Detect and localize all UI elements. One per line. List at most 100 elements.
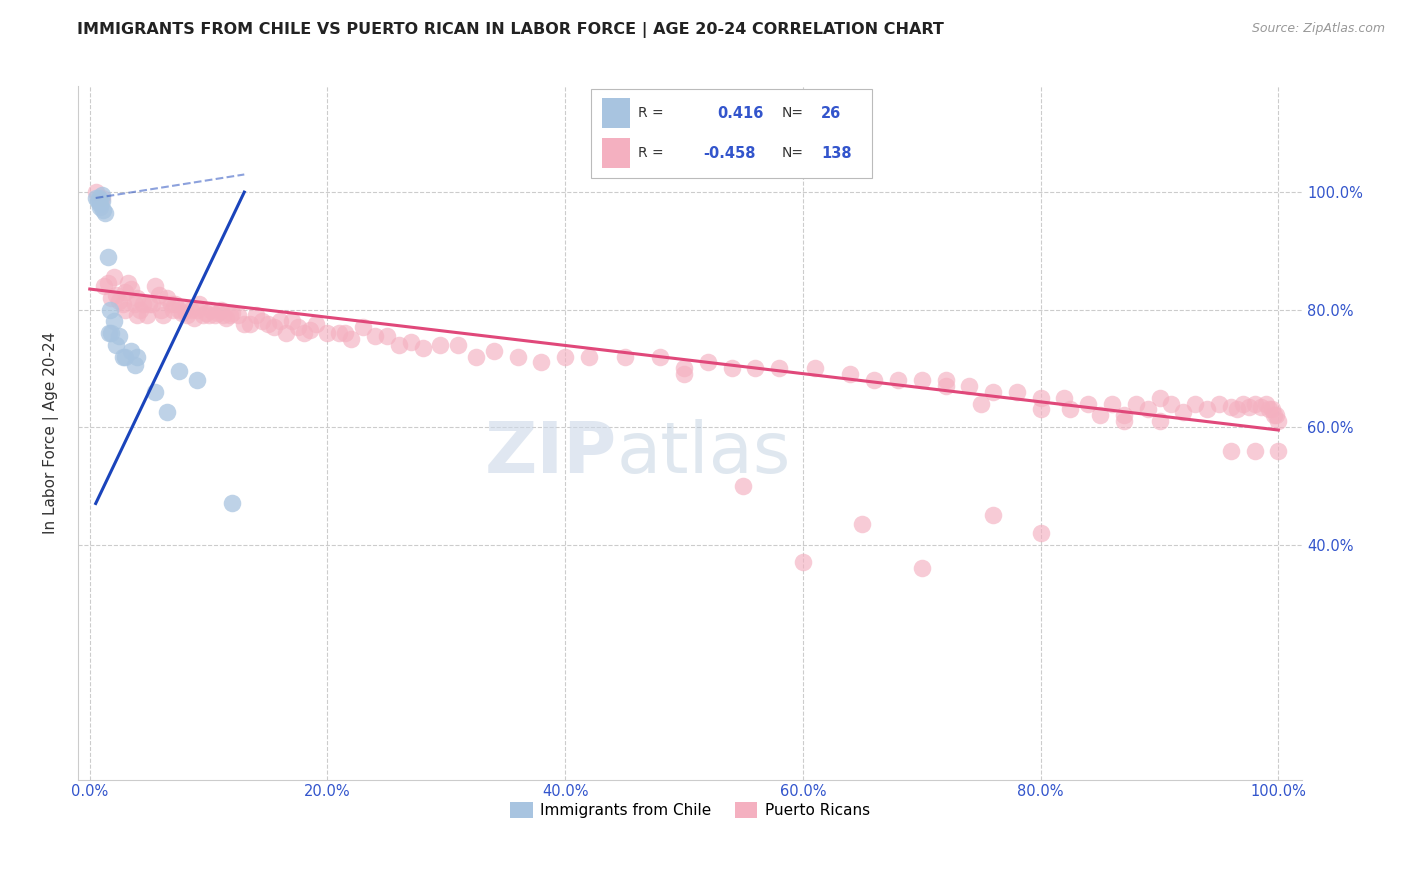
Point bbox=[1232, 396, 1254, 410]
Point bbox=[215, 311, 238, 326]
Point bbox=[204, 309, 226, 323]
Point bbox=[97, 326, 120, 340]
Point bbox=[90, 194, 112, 208]
Point bbox=[613, 350, 636, 364]
Point bbox=[127, 350, 149, 364]
Point bbox=[1263, 409, 1285, 423]
Point bbox=[89, 191, 111, 205]
Point bbox=[89, 200, 111, 214]
Point bbox=[851, 516, 873, 531]
Point bbox=[696, 355, 718, 369]
Point bbox=[412, 341, 434, 355]
Point bbox=[191, 309, 214, 323]
Point bbox=[173, 302, 195, 317]
Text: 138: 138 bbox=[821, 146, 852, 161]
Point bbox=[127, 291, 149, 305]
Point bbox=[298, 323, 321, 337]
Point bbox=[447, 338, 470, 352]
Point bbox=[221, 305, 243, 319]
Point bbox=[159, 297, 181, 311]
Point bbox=[1088, 409, 1111, 423]
Point bbox=[143, 279, 166, 293]
Point bbox=[1256, 396, 1278, 410]
Point bbox=[156, 405, 179, 419]
Point bbox=[263, 320, 285, 334]
Point bbox=[981, 508, 1004, 523]
Point bbox=[108, 329, 131, 343]
Point bbox=[209, 302, 232, 317]
Point bbox=[935, 373, 957, 387]
Point bbox=[186, 302, 208, 317]
Point bbox=[316, 326, 339, 340]
Point bbox=[292, 326, 315, 340]
Legend: Immigrants from Chile, Puerto Ricans: Immigrants from Chile, Puerto Ricans bbox=[503, 796, 876, 824]
Point bbox=[1125, 396, 1147, 410]
Point bbox=[124, 359, 146, 373]
Point bbox=[530, 355, 553, 369]
Point bbox=[104, 288, 127, 302]
Point bbox=[97, 250, 120, 264]
Point bbox=[1077, 396, 1099, 410]
Y-axis label: In Labor Force | Age 20-24: In Labor Force | Age 20-24 bbox=[44, 332, 59, 534]
Point bbox=[269, 314, 291, 328]
Point bbox=[1237, 400, 1260, 414]
Point bbox=[148, 288, 170, 302]
Point bbox=[135, 309, 157, 323]
Text: atlas: atlas bbox=[617, 419, 792, 488]
Point bbox=[257, 318, 280, 332]
Point bbox=[183, 311, 205, 326]
Point bbox=[117, 276, 139, 290]
Point bbox=[340, 332, 363, 346]
Point bbox=[1243, 443, 1265, 458]
Point bbox=[120, 282, 142, 296]
Point bbox=[114, 350, 136, 364]
Point bbox=[188, 297, 211, 311]
Text: -0.458: -0.458 bbox=[703, 146, 755, 161]
Point bbox=[114, 285, 136, 299]
Point bbox=[150, 302, 173, 317]
Point bbox=[744, 361, 766, 376]
Point bbox=[957, 379, 980, 393]
Point bbox=[84, 185, 107, 199]
Point bbox=[335, 326, 357, 340]
FancyBboxPatch shape bbox=[602, 138, 630, 168]
Point bbox=[221, 496, 243, 510]
Point bbox=[804, 361, 827, 376]
Point bbox=[152, 309, 174, 323]
Point bbox=[1197, 402, 1219, 417]
Point bbox=[1265, 409, 1288, 423]
Text: 0.416: 0.416 bbox=[717, 106, 763, 120]
Point bbox=[97, 276, 120, 290]
Point bbox=[207, 305, 229, 319]
Point bbox=[128, 302, 150, 317]
Point bbox=[1261, 402, 1284, 417]
Point bbox=[328, 326, 350, 340]
Point bbox=[274, 326, 297, 340]
Point bbox=[911, 373, 934, 387]
Text: N=: N= bbox=[782, 106, 804, 120]
Point bbox=[167, 302, 190, 317]
Point bbox=[287, 320, 309, 334]
Point bbox=[554, 350, 576, 364]
Point bbox=[93, 279, 115, 293]
Point bbox=[792, 555, 814, 569]
Point bbox=[1250, 400, 1272, 414]
Point bbox=[673, 361, 696, 376]
Point bbox=[720, 361, 742, 376]
Point bbox=[673, 368, 696, 382]
Point bbox=[197, 309, 219, 323]
Point bbox=[1267, 443, 1289, 458]
Point bbox=[90, 191, 112, 205]
FancyBboxPatch shape bbox=[591, 89, 872, 178]
Point bbox=[482, 343, 505, 358]
Point bbox=[180, 302, 202, 317]
Point bbox=[578, 350, 600, 364]
Point bbox=[768, 361, 790, 376]
Point bbox=[100, 291, 122, 305]
Point bbox=[1029, 402, 1052, 417]
Point bbox=[1160, 396, 1182, 410]
Point bbox=[375, 329, 398, 343]
Point bbox=[863, 373, 886, 387]
Point bbox=[132, 297, 155, 311]
Point bbox=[108, 293, 131, 308]
